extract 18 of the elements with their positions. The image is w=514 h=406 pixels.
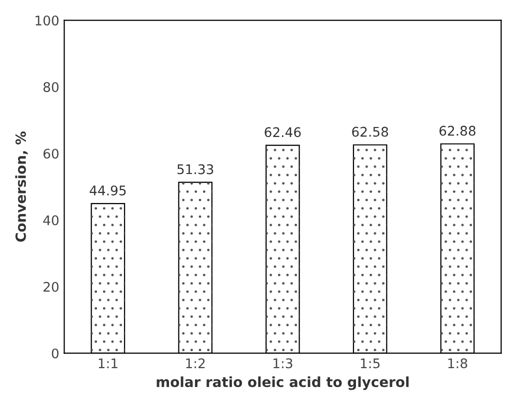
x-tick-label: 1:3 bbox=[274, 358, 292, 368]
data-label: 62.58 bbox=[352, 126, 388, 137]
y-axis-title: Conversion, % bbox=[15, 131, 28, 242]
y-tick-label: 100 bbox=[36, 16, 59, 26]
y-tick-label: 40 bbox=[43, 215, 59, 226]
x-tick-label: 1:2 bbox=[186, 358, 205, 368]
data-label: 62.46 bbox=[264, 127, 301, 138]
y-tick-label: 0 bbox=[52, 348, 59, 358]
y-tick-label: 60 bbox=[44, 148, 59, 159]
x-tick-label: 1:8 bbox=[448, 358, 468, 368]
x-tick-label: 1:5 bbox=[360, 358, 380, 368]
data-label: 44.95 bbox=[90, 185, 126, 196]
data-label: 51.33 bbox=[177, 164, 214, 174]
y-tick-label: 80 bbox=[43, 82, 59, 92]
x-tick-label: 1:1 bbox=[98, 358, 118, 368]
data-label: 62.88 bbox=[439, 126, 476, 136]
y-tick-label: 20 bbox=[44, 282, 59, 292]
x-axis-title: molar ratio oleic acid to glycerol bbox=[156, 376, 409, 390]
